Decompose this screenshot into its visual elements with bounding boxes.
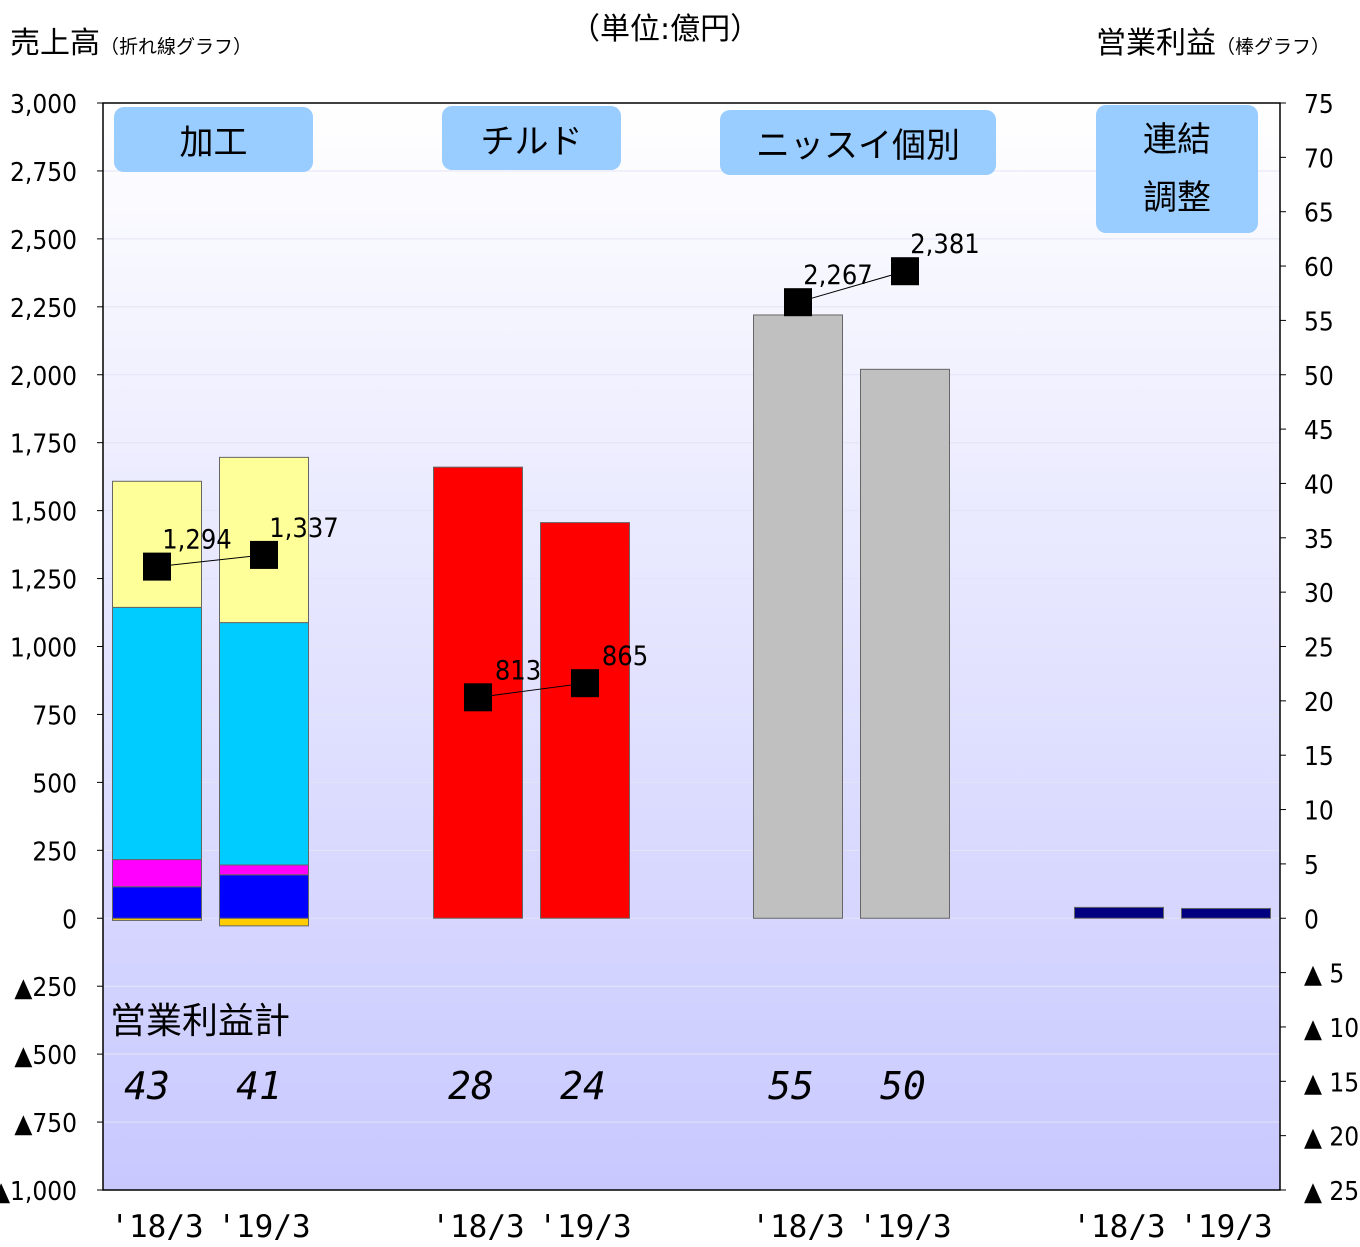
right-tick-label: ▲ 20 xyxy=(1304,1123,1359,1153)
left-tick-label: 1,500 xyxy=(10,498,77,528)
category-label: '18/3 xyxy=(110,1209,203,1245)
bar-segment xyxy=(112,859,202,888)
left-axis-title: 売上高（折れ線グラフ） xyxy=(10,18,252,62)
left-tick-label: 250 xyxy=(32,837,77,867)
left-tick-label: ▲500 xyxy=(14,1041,77,1071)
sales-data-label: 2,267 xyxy=(803,260,873,291)
bar-segment xyxy=(219,456,309,624)
bar-segment xyxy=(219,874,309,919)
total-value: 43 xyxy=(124,1064,170,1108)
sales-data-label: 2,381 xyxy=(910,229,980,260)
bar-segment xyxy=(1181,907,1271,919)
sales-data-label: 1,294 xyxy=(162,525,232,556)
sales-line xyxy=(477,682,586,698)
right-tick-label: 50 xyxy=(1304,362,1334,392)
total-value: 24 xyxy=(560,1064,606,1108)
segment-label-processed: 加工 xyxy=(114,107,313,172)
unit-label: （単位:億円） xyxy=(570,12,761,47)
segment-label-chilled: チルド xyxy=(442,106,621,170)
sales-marker xyxy=(464,683,492,712)
right-tick-label: 15 xyxy=(1304,742,1334,772)
segment-label-line2: 調整 xyxy=(1143,178,1211,218)
operating-profit-total-title: 営業利益計 xyxy=(110,1001,291,1042)
right-tick-label: 60 xyxy=(1304,253,1334,283)
left-tick-label: 2,750 xyxy=(10,158,77,188)
bar-segment xyxy=(540,522,630,919)
left-axis-title-sub: （折れ線グラフ） xyxy=(100,36,253,58)
bar-segment xyxy=(753,314,843,919)
sales-data-label: 1,337 xyxy=(269,513,339,544)
right-tick-label: 55 xyxy=(1304,307,1334,337)
bar-segment xyxy=(1074,906,1164,919)
left-tick-label: 1,250 xyxy=(10,566,77,596)
category-label: '19/3 xyxy=(217,1209,310,1245)
left-tick-label: 2,000 xyxy=(10,362,77,392)
right-tick-label: 5 xyxy=(1304,851,1319,881)
segment-label-nissui: ニッスイ個別 xyxy=(720,110,996,175)
bar-segment xyxy=(112,480,202,608)
bar-segment xyxy=(219,864,309,876)
right-tick-label: 35 xyxy=(1304,525,1334,555)
category-label: '18/3 xyxy=(751,1209,844,1245)
left-tick-label: ▲1,000 xyxy=(0,1177,77,1207)
sales-marker xyxy=(143,552,171,581)
left-tick-label: 2,250 xyxy=(10,294,77,324)
sales-line xyxy=(797,270,906,303)
left-tick-label: 3,000 xyxy=(10,90,77,120)
bar-segment xyxy=(219,622,309,866)
total-value: 41 xyxy=(236,1064,282,1108)
right-tick-label: ▲ 10 xyxy=(1304,1014,1359,1044)
left-tick-label: 750 xyxy=(32,701,77,731)
sales-marker xyxy=(891,257,919,286)
plot-border xyxy=(102,102,1281,1191)
right-tick-label: ▲ 25 xyxy=(1304,1177,1359,1207)
left-tick-label: 1,750 xyxy=(10,430,77,460)
right-axis-title-main: 営業利益 xyxy=(1096,26,1216,61)
right-tick-label: ▲ 15 xyxy=(1304,1068,1359,1098)
left-axis-title-main: 売上高 xyxy=(10,26,100,61)
total-value: 28 xyxy=(448,1064,494,1108)
left-tick-label: ▲750 xyxy=(14,1109,77,1139)
segment-label-consolidated-adjustment: 連結 調整 xyxy=(1096,105,1258,233)
category-label: '19/3 xyxy=(1179,1209,1272,1245)
left-tick-label: 500 xyxy=(32,769,77,799)
sales-data-label: 865 xyxy=(602,641,648,672)
right-axis-title: 営業利益（棒グラフ） xyxy=(1096,18,1330,62)
sales-marker xyxy=(571,669,599,698)
sales-line xyxy=(156,554,265,568)
category-label: '18/3 xyxy=(431,1209,524,1245)
right-tick-label: 40 xyxy=(1304,470,1334,500)
total-value: 50 xyxy=(880,1064,926,1108)
left-tick-label: 1,000 xyxy=(10,634,77,664)
left-tick-label: ▲250 xyxy=(14,973,77,1003)
right-tick-label: 75 xyxy=(1304,90,1334,120)
bar-segment xyxy=(219,917,309,927)
category-label: '19/3 xyxy=(858,1209,951,1245)
segment-label-line1: 連結 xyxy=(1143,120,1211,160)
bar-segment xyxy=(112,886,202,919)
right-axis-title-sub: （棒グラフ） xyxy=(1216,36,1331,58)
right-tick-label: 25 xyxy=(1304,634,1334,664)
right-tick-label: 70 xyxy=(1304,144,1334,174)
category-label: '18/3 xyxy=(1072,1209,1165,1245)
right-tick-label: 0 xyxy=(1304,905,1319,935)
bar-segment xyxy=(112,606,202,861)
category-label: '19/3 xyxy=(538,1209,631,1245)
right-tick-label: 10 xyxy=(1304,797,1334,827)
right-tick-label: 65 xyxy=(1304,199,1334,229)
sales-marker xyxy=(784,288,812,317)
total-value: 55 xyxy=(768,1064,814,1108)
bar-segment xyxy=(860,368,950,919)
right-tick-label: 20 xyxy=(1304,688,1334,718)
right-tick-label: 30 xyxy=(1304,579,1334,609)
right-tick-label: ▲ 5 xyxy=(1304,960,1344,990)
left-tick-label: 0 xyxy=(62,905,77,935)
right-tick-label: 45 xyxy=(1304,416,1334,446)
sales-marker xyxy=(250,540,278,569)
left-tick-label: 2,500 xyxy=(10,226,77,256)
sales-data-label: 813 xyxy=(495,655,541,686)
